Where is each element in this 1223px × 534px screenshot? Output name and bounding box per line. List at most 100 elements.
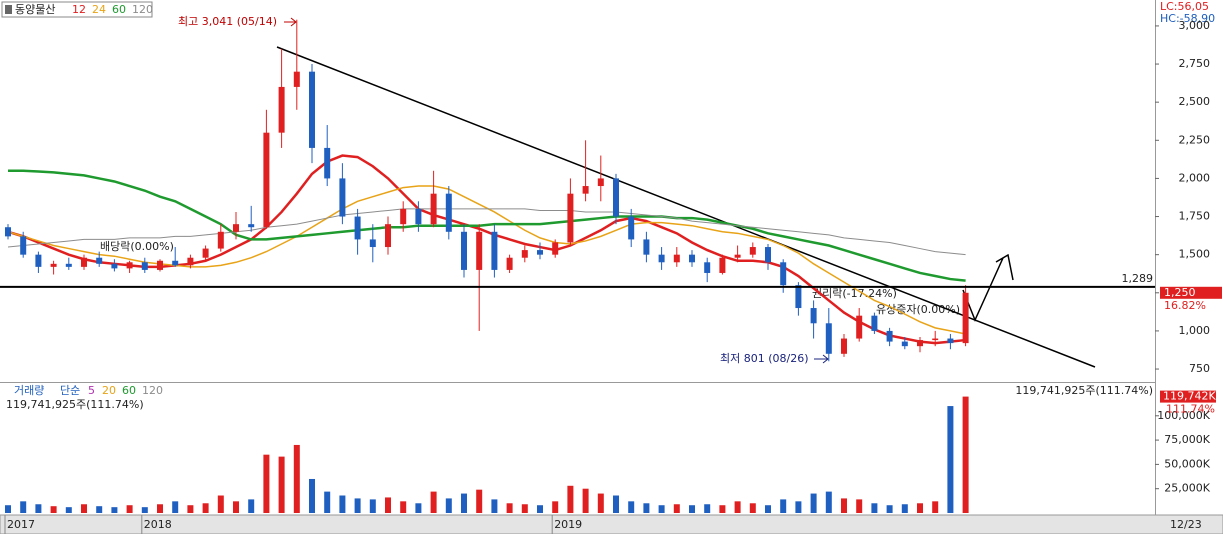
ma-line [8,169,966,282]
candle-body [278,86,285,133]
volume-bar [233,501,239,513]
candle-body [309,71,315,148]
candle-body [233,224,239,232]
date-label: 2018 [144,518,172,531]
volume-bar [856,499,863,513]
candle-body [810,308,817,324]
candle-body [126,262,133,269]
y-tick-label: 3,000 [1179,19,1211,32]
date-label: 2017 [7,518,35,531]
volume-bar [932,501,939,513]
candle-body [825,323,832,354]
candle-body [856,315,863,339]
volume-bar [780,499,787,513]
volume-bar [719,505,726,513]
candle-body [339,178,346,217]
volume-bar [825,491,832,513]
volume-bar [765,505,771,513]
volume-bar [673,504,680,513]
candle-body [597,178,604,187]
candle-body [293,71,300,87]
candle-body [172,260,179,266]
candle-body [324,147,331,179]
candle-body [20,236,27,255]
y-tick-label: 1,000 [1179,324,1211,337]
volume-ma: 20 [102,384,116,397]
volume-bar [461,493,467,513]
volume-bar [643,503,650,513]
candle-body [81,257,87,267]
candle-body [917,340,923,347]
volume-bar [141,507,148,513]
volume-bar [628,501,635,513]
volume-bar [886,505,893,513]
volume-bar [917,503,923,513]
level-label: 1,289 [1122,272,1154,285]
volume-summary: 119,741,925주(111.74%) [1015,384,1153,397]
volume-bar [947,406,954,513]
candle-body [461,231,467,270]
current-volume-box [1160,390,1216,403]
arrow [284,17,297,27]
volume-bar [20,501,27,513]
candle-body [141,262,148,270]
volume-bar [521,504,528,513]
candle-body [521,250,528,258]
candle-body [643,239,650,255]
volume-bar [187,505,194,513]
volume-bar [309,478,315,513]
candle-body [369,239,376,248]
current-price-box [1160,286,1222,299]
volume-bar [65,507,72,513]
y-tick-label: 1,750 [1179,210,1211,223]
volume-ma: 5 [88,384,95,397]
arrow [814,354,829,364]
candle-body [658,254,665,263]
candle-body [901,341,908,347]
annotation-low: 최저 801 (08/26) [720,352,809,365]
legend-entry: 120 [132,3,153,16]
trend-line [276,46,1096,368]
volume-ma-type: 단순 [60,384,80,397]
volume-bar [430,491,437,513]
volume-bar [415,503,422,513]
volume-bar [841,498,847,513]
volume-bar [689,505,695,513]
volume-summary: 119,741,925주(111.74%) [6,398,144,411]
candle-body [445,193,452,232]
candle-body [415,208,422,225]
candle-body [673,254,680,263]
date-label: 12/23 [1170,518,1202,531]
y-tick-label: 1,500 [1179,248,1211,261]
candle-body [248,224,255,228]
candle-body [567,193,574,243]
candle-body [628,216,635,240]
volume-bar [400,501,407,513]
volume-bar [5,505,11,513]
volume-bar [248,499,255,513]
volume-bar [111,507,118,513]
volume-ratio: 111.74% [1166,403,1215,416]
current-volume: 119,742K [1163,390,1216,403]
y-tick-label: 750 [1189,362,1210,375]
y-tick-label: 25,000K [1164,482,1210,495]
candle-body [734,254,741,258]
candle-body [35,254,42,267]
candle-body [111,263,118,269]
volume-bar [278,456,285,513]
volume-bar [597,493,604,513]
legend-entry: 12 [72,3,86,16]
volume-bar [810,493,817,513]
volume-bar [50,506,57,513]
candle-body [65,263,72,267]
candle-body [385,224,391,248]
candle-body [263,132,270,228]
volume-bar [901,504,908,513]
volume-bar [81,504,87,513]
volume-bar [445,498,452,513]
date-axis [0,514,1223,534]
candle-body [5,227,11,237]
volume-bar [704,504,711,513]
volume-title: 거래량 [14,384,44,397]
